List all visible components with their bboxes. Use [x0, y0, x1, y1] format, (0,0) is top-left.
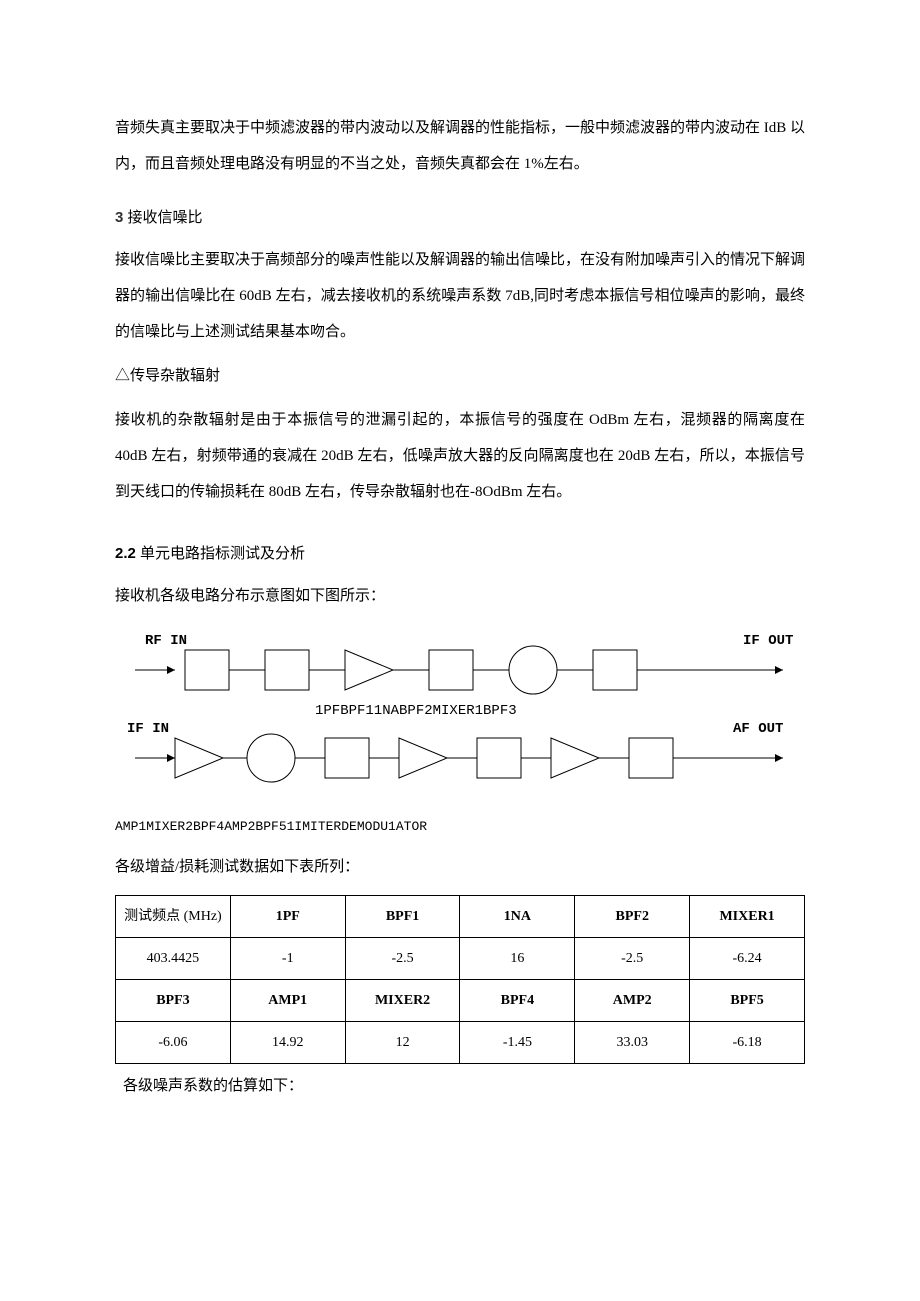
table-cell: -6.06	[116, 1022, 231, 1064]
paragraph-snr: 接收信噪比主要取决于高频部分的噪声性能以及解调器的输出信噪比，在没有附加噪声引入…	[115, 242, 805, 350]
paragraph-block-diagram-intro: 接收机各级电路分布示意图如下图所示：	[115, 578, 805, 614]
paragraph-noise-figure: 各级噪声系数的估算如下：	[123, 1068, 805, 1104]
table-cell: 16	[460, 937, 575, 979]
table-cell: -6.24	[690, 937, 805, 979]
table-header-cell: BPF5	[690, 979, 805, 1021]
table-cell: -1	[230, 937, 345, 979]
section-title-2-2: 单元电路指标测试及分析	[140, 546, 305, 562]
label-if-in: IF IN	[127, 721, 169, 737]
table-cell: -2.5	[575, 937, 690, 979]
paragraph-spurious-heading: △传导杂散辐射	[115, 358, 805, 394]
paragraph-table-intro: 各级增益/损耗测试数据如下表所列：	[115, 849, 805, 885]
table-header-cell: AMP2	[575, 979, 690, 1021]
receiver-block-diagram: RF IN IF OUT 1PFBPF11NABPF2MIXER1BPF3 IF…	[115, 628, 805, 808]
label-rf-in: RF IN	[145, 633, 187, 649]
heading-section-3: 3 接收信噪比	[115, 200, 805, 236]
heading-section-2-2: 2.2 单元电路指标测试及分析	[115, 536, 805, 572]
paragraph-audio-distortion: 音频失真主要取决于中频滤波器的带内波动以及解调器的性能指标，一般中频滤波器的带内…	[115, 110, 805, 182]
label-if-out: IF OUT	[743, 633, 793, 649]
table-row: BPF3 AMP1 MIXER2 BPF4 AMP2 BPF5	[116, 979, 805, 1021]
table-cell: -6.18	[690, 1022, 805, 1064]
paragraph-spurious-body: 接收机的杂散辐射是由于本振信号的泄漏引起的，本振信号的强度在 OdBm 左右，混…	[115, 402, 805, 510]
table-header-cell: MIXER1	[690, 895, 805, 937]
table-header-cell: 测试频点 (MHz)	[116, 895, 231, 937]
table-row: 测试频点 (MHz) 1PF BPF1 1NA BPF2 MIXER1	[116, 895, 805, 937]
table-cell: 12	[345, 1022, 460, 1064]
table-header-cell: BPF4	[460, 979, 575, 1021]
table-cell: 403.4425	[116, 937, 231, 979]
table-header-cell: AMP1	[230, 979, 345, 1021]
table-cell: -1.45	[460, 1022, 575, 1064]
table-row: 403.4425 -1 -2.5 16 -2.5 -6.24	[116, 937, 805, 979]
label-row2-blocks: AMP1MIXER2BPF4AMP2BPF51IMITERDEMODU1ATOR	[115, 819, 805, 835]
section-number-2-2: 2.2	[115, 545, 140, 562]
page: 音频失真主要取决于中频滤波器的带内波动以及解调器的性能指标，一般中频滤波器的带内…	[0, 0, 920, 1301]
table-cell: 14.92	[230, 1022, 345, 1064]
label-row1-blocks: 1PFBPF11NABPF2MIXER1BPF3	[315, 703, 517, 719]
label-af-out: AF OUT	[733, 721, 783, 737]
table-header-cell: MIXER2	[345, 979, 460, 1021]
table-header-cell: 1NA	[460, 895, 575, 937]
table-header-cell: 1PF	[230, 895, 345, 937]
section-title-3: 接收信噪比	[128, 210, 203, 226]
gain-loss-table: 测试频点 (MHz) 1PF BPF1 1NA BPF2 MIXER1 403.…	[115, 895, 805, 1065]
table-cell: 33.03	[575, 1022, 690, 1064]
table-row: -6.06 14.92 12 -1.45 33.03 -6.18	[116, 1022, 805, 1064]
table-header-cell: BPF3	[116, 979, 231, 1021]
table-cell: -2.5	[345, 937, 460, 979]
table-header-cell: BPF1	[345, 895, 460, 937]
table-header-cell: BPF2	[575, 895, 690, 937]
section-number-3: 3	[115, 209, 128, 226]
